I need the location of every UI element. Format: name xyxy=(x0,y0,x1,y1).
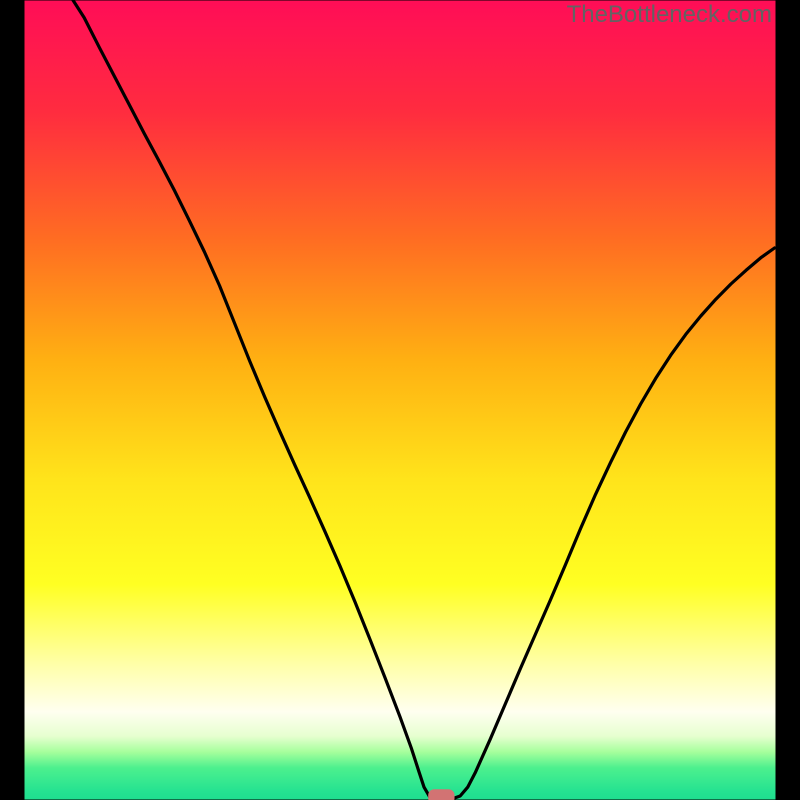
watermark-text: TheBottleneck.com xyxy=(567,1,772,28)
valley-marker xyxy=(428,789,454,800)
